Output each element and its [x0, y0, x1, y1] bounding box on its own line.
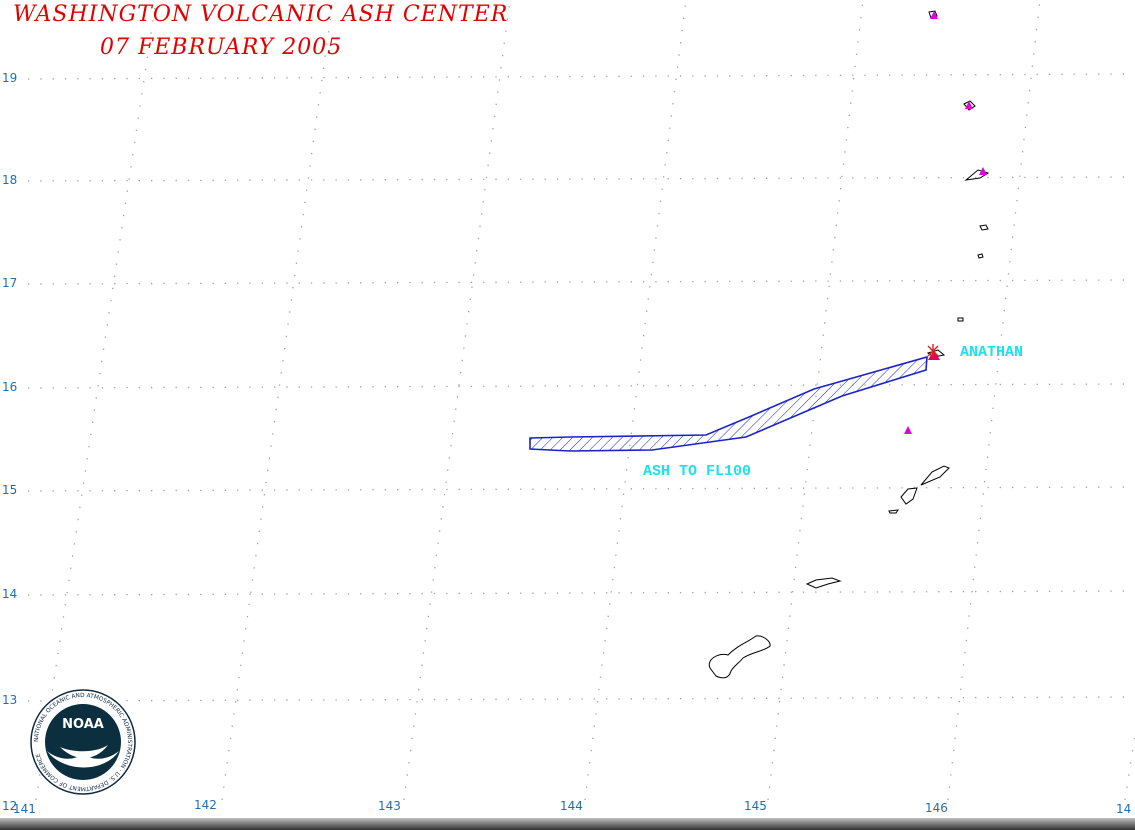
lat-label-17: 17 [2, 276, 18, 290]
noaa-logo-icon: NATIONAL OCEANIC AND ATMOSPHERIC ADMINIS… [30, 689, 136, 795]
lon-label-144: 144 [560, 799, 583, 813]
lat-label-12: 12 [2, 799, 18, 813]
island-guam [708, 635, 771, 679]
island-aguijan [888, 509, 900, 514]
island-rota [805, 577, 842, 589]
island-agrihan [979, 224, 989, 231]
volcano-marker-icon [904, 426, 912, 434]
page-date: 07 FEBRUARY 2005 [100, 35, 343, 60]
lon-label-142: 142 [194, 798, 217, 812]
lat-label-18: 18 [2, 173, 18, 187]
island-farallon-de-pajaros [928, 10, 938, 19]
lon-label-146: 146 [925, 801, 948, 815]
volcano-markers [904, 11, 987, 434]
anatahan-volcano-marker [927, 344, 940, 360]
page-title: WASHINGTON VOLCANIC ASH CENTER [13, 2, 509, 27]
lon-label-141: 141 [13, 802, 36, 816]
island-alamagan [957, 317, 964, 322]
logo-center-text: NOAA [62, 717, 104, 732]
island-tinian [900, 487, 918, 505]
lat-label-13: 13 [2, 693, 18, 707]
ash-altitude-label: ASH TO FL100 [643, 463, 752, 480]
island-pagan [977, 253, 984, 259]
lon-label-147: 14 [1116, 802, 1132, 816]
island-asuncion [964, 169, 990, 181]
island-saipan [920, 465, 950, 486]
volcano-marker-icon [965, 101, 973, 109]
lon-label-145: 145 [744, 799, 767, 813]
islands [708, 10, 990, 679]
lat-label-14: 14 [2, 587, 18, 601]
volcano-marker-icon [928, 350, 940, 360]
lat-label-15: 15 [2, 483, 18, 497]
lat-label-19: 19 [2, 71, 18, 85]
latitude-gridlines [27, 73, 1135, 702]
longitude-gridlines [35, 0, 1135, 801]
ash-cloud-polygon [529, 355, 928, 452]
volcano-name-label: ANATHAN [960, 344, 1024, 361]
lat-label-16: 16 [2, 380, 18, 394]
lon-label-143: 143 [378, 799, 401, 813]
volcano-marker-icon [930, 11, 938, 19]
bottom-border [0, 818, 1135, 830]
volcano-marker-icon [979, 167, 987, 175]
